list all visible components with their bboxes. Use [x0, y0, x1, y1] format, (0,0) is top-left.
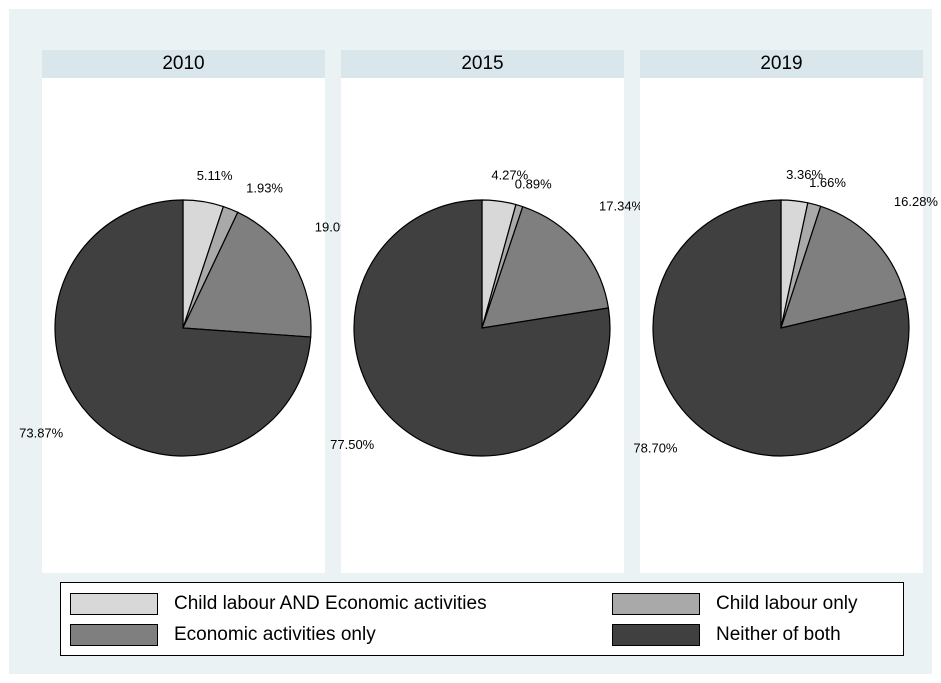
pie-slice: [652, 199, 910, 457]
slice-label: 77.50%: [330, 437, 375, 452]
slice-label: 3.36%: [786, 167, 823, 182]
chart-legend: Child labour AND Economic activities Chi…: [60, 582, 904, 656]
legend-label: Child labour AND Economic activities: [174, 593, 487, 614]
legend-swatch: [70, 624, 158, 646]
legend-swatch: [612, 593, 700, 615]
legend-label: Economic activities only: [174, 624, 376, 645]
pie-slice: [182, 211, 312, 338]
slice-label: 1.66%: [809, 175, 846, 190]
slice-label: 16.28%: [894, 194, 939, 209]
pie-chart-2010: 5.11%1.93%19.09%73.87%: [19, 168, 359, 457]
pie-panel-2010: 2010 5.11% 1.93% 19.09% 73.87%: [19, 50, 359, 573]
pie-chart-2019: 3.36%1.66% 16.28% 78.70%: [633, 167, 938, 457]
slice-label: 5.11%: [197, 168, 233, 183]
pie-panel-2015: 2015 4.27% 0.89% 17.34% 77.50%: [330, 50, 644, 573]
legend-label: Neither of both: [716, 624, 841, 645]
legend-swatch: [70, 593, 158, 615]
chart-frame: 2010 5.11% 1.93% 19.09% 73.87% 2015 4.27% 0.…: [9, 9, 938, 674]
slice-label: 4.27%: [491, 167, 528, 182]
legend-label: Child labour only: [716, 593, 858, 614]
pie-slice: [54, 199, 312, 457]
slice-label: 78.70%: [633, 441, 678, 456]
panel-title: 2019: [640, 50, 923, 78]
slice-label: 1.93%: [246, 181, 283, 196]
pie-chart-2015: 4.27%0.89% 17.34% 77.50%: [330, 167, 644, 457]
slice-label: 73.87%: [19, 426, 64, 441]
slice-label: 0.89%: [515, 176, 552, 191]
pie-slice: [353, 199, 611, 457]
pie-slice: [780, 205, 907, 329]
panel-title: 2010: [42, 50, 325, 78]
pie-panel-2019: 2019 3.36% 1.66% 16.28% 78.70%: [633, 50, 938, 573]
legend-swatch: [612, 624, 700, 646]
pie-slice: [481, 205, 610, 329]
panel-title: 2015: [341, 50, 624, 78]
slice-label: 17.34%: [599, 198, 644, 213]
